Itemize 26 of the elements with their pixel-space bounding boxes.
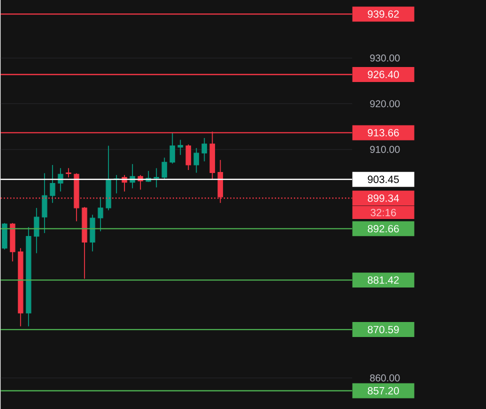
candlestick <box>162 156 168 180</box>
candlestick <box>98 196 104 232</box>
ref-line-label: 857.20 <box>368 386 399 394</box>
y-tick-label: 930.00 <box>370 54 400 62</box>
ref-line-label: 913.66 <box>368 128 399 136</box>
candlestick <box>170 132 176 164</box>
y-tick-label: 920.00 <box>370 100 400 108</box>
candlestick <box>50 164 56 204</box>
ref-line-label: 903.45 <box>368 175 399 183</box>
candlestick <box>186 144 192 170</box>
candlestick <box>154 167 160 188</box>
candlestick <box>66 167 72 178</box>
y-tick-label: 910.00 <box>370 146 400 153</box>
candlestick <box>194 147 200 173</box>
ref-line-label: 926.40 <box>368 70 399 78</box>
ref-line-label: 899.34 <box>368 194 399 202</box>
candlestick <box>42 172 48 234</box>
ref-line-label: 939.62 <box>368 10 399 18</box>
ref-line-label: 881.42 <box>368 276 399 284</box>
ref-line-label: 870.59 <box>368 326 399 334</box>
ref-line-label: 892.66 <box>368 224 399 232</box>
y-tick-label: 860.00 <box>370 374 400 382</box>
candlestick <box>202 137 208 162</box>
candlestick <box>34 207 40 254</box>
candlestick <box>178 139 184 156</box>
text: 32:16 <box>370 208 396 216</box>
